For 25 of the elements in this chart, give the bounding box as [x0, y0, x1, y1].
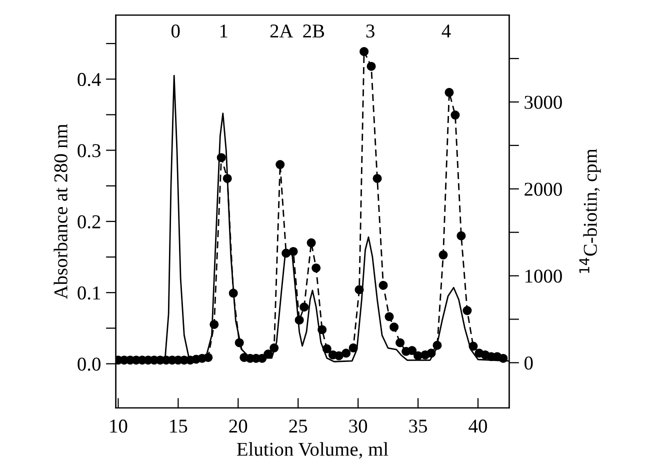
x-tick-label: 20 [229, 420, 248, 433]
annotation: 2A [270, 24, 294, 38]
annotation: 4 [442, 24, 451, 38]
y2-tick-label: 2000 [524, 182, 562, 196]
y-tick-label: 0.0 [78, 358, 100, 371]
annotation: 1 [220, 24, 228, 38]
x-tick-label: 25 [289, 420, 308, 433]
x-tick-label: 10 [110, 420, 128, 433]
y2-tick-label: 0 [524, 356, 533, 370]
x-tick-label: 30 [349, 420, 368, 433]
y2-axis-title: $^{14}$C-biotin, cpm [579, 148, 601, 273]
x-tick-label: 15 [170, 420, 188, 433]
y2-tick-label: 3000 [524, 96, 562, 109]
y-tick-label: 0.4 [78, 72, 101, 86]
y-axis-title: Absorbance at 280 nm [54, 124, 68, 300]
y2-tick-label: 1000 [525, 270, 562, 283]
y-tick-label: 0.1 [78, 286, 100, 300]
x-tick-label: 40 [468, 420, 487, 433]
annotation: 3 [366, 24, 374, 38]
x-tick-label: 35 [409, 420, 428, 433]
y-tick-label: 0.2 [78, 215, 100, 228]
y-tick-label: 0.3 [78, 144, 100, 158]
annotation: 0 [171, 24, 180, 38]
annotation: 2B [303, 24, 324, 38]
x-axis-title: Elution Volume, ml [236, 442, 388, 459]
